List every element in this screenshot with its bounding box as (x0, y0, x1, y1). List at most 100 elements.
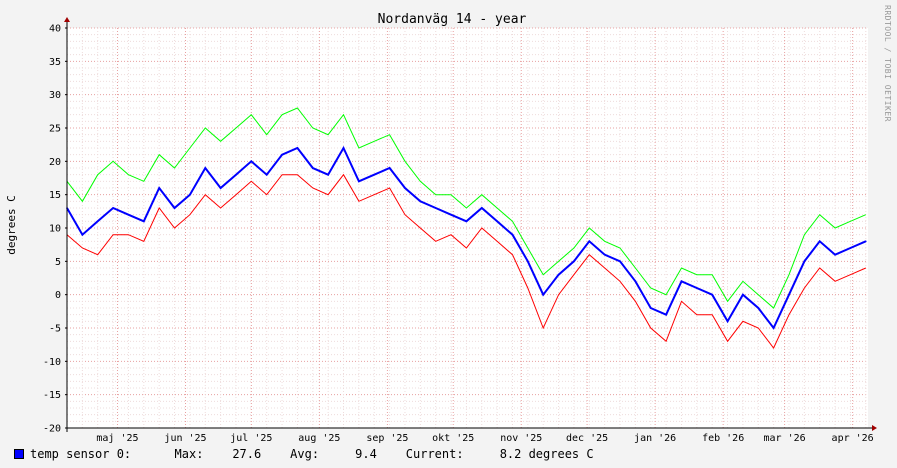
y-tick-label: 0 (55, 290, 61, 301)
y-tick-label: 5 (55, 257, 61, 268)
legend-avg-label: Avg: (290, 447, 320, 461)
data-point (419, 200, 422, 203)
data-point (358, 180, 360, 183)
legend-current-value: 8.2 degrees C (499, 447, 594, 461)
y-tick-label: -5 (49, 324, 61, 335)
legend-max-value: 27.6 (232, 447, 262, 461)
data-point (803, 260, 806, 263)
data-point (772, 327, 775, 329)
data-point (511, 233, 514, 236)
x-tick-label: feb '26 (702, 433, 744, 444)
data-point (265, 173, 268, 176)
y-tick-label: 40 (49, 24, 61, 35)
data-point (757, 307, 760, 309)
data-point (573, 260, 575, 263)
data-point (96, 220, 99, 223)
data-point (281, 153, 283, 156)
data-point (112, 207, 114, 209)
x-tick-label: jul '25 (230, 433, 272, 444)
legend-swatch (14, 449, 24, 459)
y-tick-label: 15 (49, 190, 61, 201)
legend-current-label: Current: (405, 447, 464, 461)
y-tick-label: 30 (49, 90, 61, 101)
grid (66, 27, 868, 429)
y-tick-label: 10 (49, 224, 61, 235)
series-group (66, 107, 867, 349)
x-tick-labels: maj '25 jun '25 jul '25 aug '25 sep '25 okt '… (96, 433, 873, 444)
x-tick-label: nov '25 (500, 433, 542, 444)
y-axis-label: degrees C (5, 195, 18, 255)
data-point (250, 160, 253, 163)
data-point (680, 280, 683, 283)
data-point (434, 207, 437, 209)
data-point (588, 240, 591, 243)
data-point (373, 173, 376, 176)
data-point (634, 280, 637, 283)
legend-max-label: Max: (174, 447, 204, 461)
data-point (726, 320, 729, 323)
x-tick-label: mar '26 (764, 433, 806, 444)
y-tick-label: -10 (43, 357, 61, 368)
series-min-line (66, 173, 866, 349)
x-tick-label: maj '25 (96, 433, 138, 444)
data-point (465, 220, 468, 223)
data-point (557, 273, 560, 276)
data-point (542, 293, 545, 296)
y-tick-label: 25 (49, 124, 61, 135)
data-point (619, 260, 621, 263)
data-point (158, 187, 160, 189)
data-point (327, 173, 329, 176)
legend-avg-value: 9.4 (355, 447, 377, 461)
data-point (788, 293, 790, 296)
chart-title: Nordanväg 14 - year (378, 12, 527, 27)
data-point (818, 240, 821, 243)
axes (64, 17, 877, 432)
data-point (849, 247, 852, 249)
data-point (665, 313, 667, 316)
data-point (404, 187, 406, 189)
data-point (649, 307, 652, 309)
data-point (696, 287, 698, 289)
data-point (143, 220, 145, 223)
y-axis-arrow (64, 17, 70, 22)
x-tick-label: apr '26 (832, 433, 874, 444)
legend: temp sensor 0: Max: 27.6 Avg: 9.4 Curren… (14, 447, 594, 461)
data-point (127, 213, 130, 216)
data-point (865, 240, 867, 243)
data-point (711, 293, 713, 296)
data-point (834, 253, 836, 256)
legend-label: temp sensor 0: (30, 447, 132, 461)
x-tick-label: jun '25 (164, 433, 206, 444)
data-point (450, 213, 452, 216)
x-tick-label: dec '25 (566, 433, 608, 444)
y-tick-labels: -20 -15 -10 -5 0 5 10 15 20 25 30 35 40 (43, 24, 67, 435)
y-tick-label: -20 (43, 424, 61, 435)
data-point (603, 253, 606, 256)
data-point (235, 173, 237, 176)
data-point (81, 233, 84, 236)
data-point (342, 147, 345, 149)
plot-area (67, 28, 868, 428)
data-point (480, 207, 483, 209)
y-tick-label: 20 (49, 157, 61, 168)
series-max-line (66, 107, 866, 309)
x-tick-label: sep '25 (366, 433, 408, 444)
x-axis-arrow (872, 425, 877, 431)
data-point (742, 293, 744, 296)
y-tick-label: -15 (43, 390, 61, 401)
data-point (311, 167, 314, 169)
y-tick-label: 35 (49, 57, 61, 68)
watermark: RRDTOOL / TOBI OETIKER (883, 5, 892, 122)
x-tick-label: aug '25 (298, 433, 340, 444)
data-point (496, 220, 498, 223)
data-point (296, 147, 299, 149)
data-point (173, 207, 176, 209)
data-point (204, 167, 207, 169)
x-tick-label: jan '26 (634, 433, 676, 444)
data-point (388, 167, 391, 169)
x-tick-label: okt '25 (432, 433, 474, 444)
data-point (527, 260, 529, 263)
data-point (189, 193, 191, 196)
data-point (219, 187, 222, 189)
